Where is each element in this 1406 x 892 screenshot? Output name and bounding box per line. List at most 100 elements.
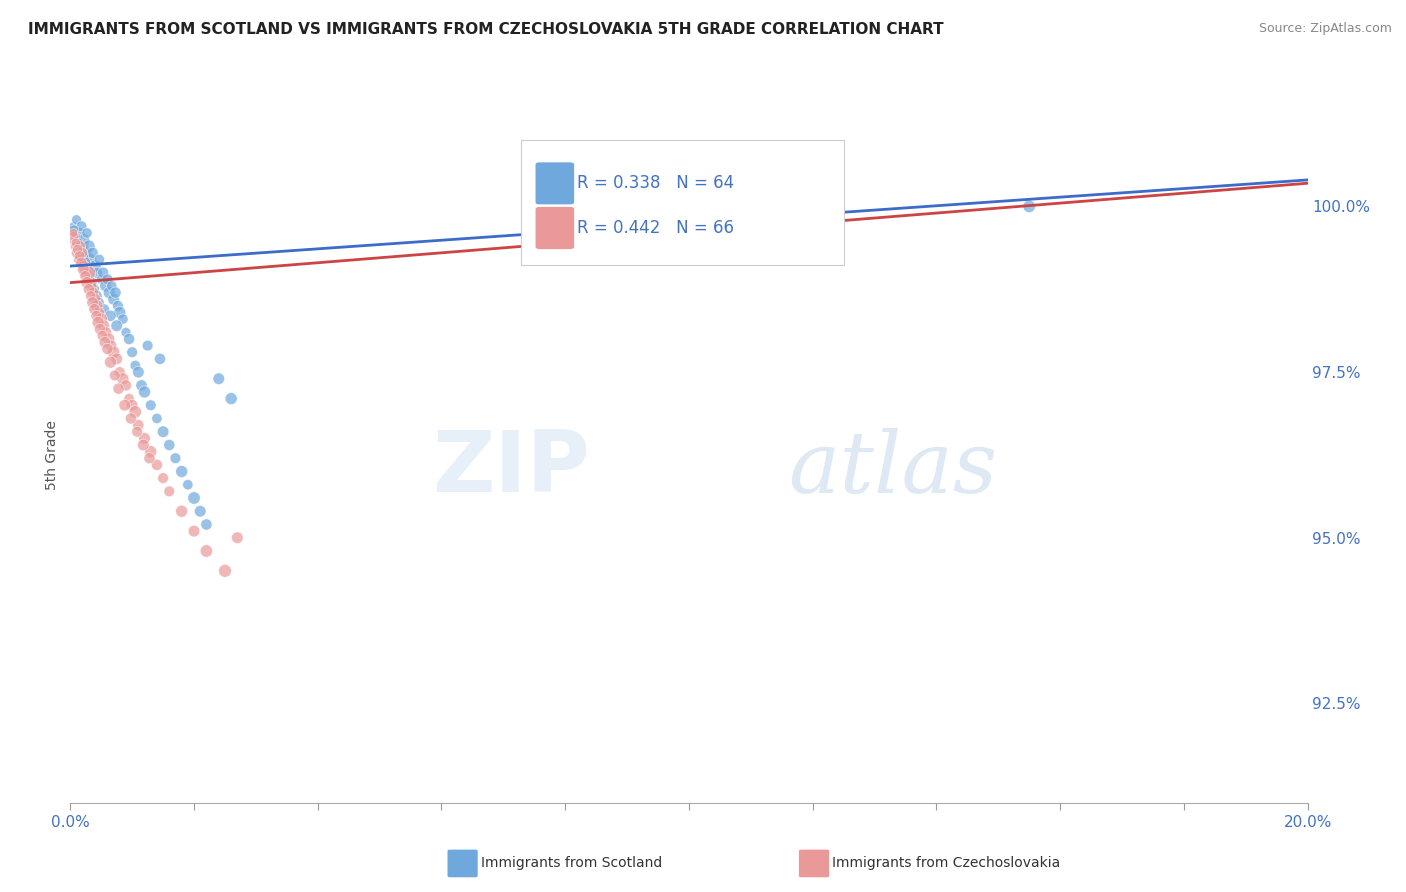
Text: R = 0.442   N = 66: R = 0.442 N = 66 bbox=[578, 219, 734, 237]
Point bbox=[114, 398, 136, 412]
Point bbox=[63, 239, 86, 253]
Point bbox=[149, 351, 172, 366]
Point bbox=[84, 309, 107, 323]
Point bbox=[124, 359, 146, 373]
Point bbox=[208, 372, 231, 386]
Point bbox=[127, 418, 149, 433]
Point bbox=[121, 398, 143, 412]
Point bbox=[62, 233, 84, 247]
Point bbox=[76, 226, 98, 240]
Point bbox=[94, 279, 117, 293]
Point bbox=[103, 292, 125, 306]
Point bbox=[111, 372, 134, 386]
Point bbox=[87, 295, 110, 310]
Point bbox=[65, 226, 87, 240]
Text: Source: ZipAtlas.com: Source: ZipAtlas.com bbox=[1258, 22, 1392, 36]
Point bbox=[90, 272, 112, 286]
Point bbox=[79, 268, 101, 283]
Point bbox=[136, 338, 159, 352]
Point bbox=[219, 392, 242, 406]
Point bbox=[146, 411, 169, 425]
Text: Immigrants from Czechoslovakia: Immigrants from Czechoslovakia bbox=[832, 856, 1060, 871]
Point bbox=[76, 276, 98, 290]
Point bbox=[84, 289, 107, 303]
Point bbox=[96, 272, 118, 286]
Point bbox=[107, 299, 129, 313]
Point bbox=[121, 345, 143, 359]
Point bbox=[73, 233, 96, 247]
Point bbox=[86, 299, 108, 313]
Point bbox=[69, 226, 91, 240]
Point bbox=[67, 252, 90, 267]
Point bbox=[83, 282, 105, 296]
Point bbox=[62, 219, 84, 234]
Point bbox=[76, 262, 98, 277]
Point bbox=[183, 524, 205, 538]
Point bbox=[100, 309, 122, 323]
Point bbox=[107, 382, 129, 396]
Point bbox=[87, 305, 110, 319]
Point bbox=[63, 229, 86, 244]
Point bbox=[132, 438, 155, 452]
Point bbox=[98, 285, 121, 300]
Point bbox=[195, 517, 218, 532]
Text: ZIP: ZIP bbox=[432, 427, 591, 510]
Point bbox=[214, 564, 236, 578]
Point bbox=[195, 544, 218, 558]
Point bbox=[84, 259, 107, 273]
Point bbox=[108, 365, 131, 379]
Point bbox=[63, 222, 86, 236]
Point bbox=[66, 243, 89, 257]
Point bbox=[103, 345, 125, 359]
Point bbox=[134, 384, 156, 399]
Point bbox=[65, 235, 87, 250]
Point bbox=[70, 219, 93, 234]
Point bbox=[118, 392, 141, 406]
Point bbox=[94, 335, 117, 350]
Point bbox=[96, 342, 118, 356]
Point bbox=[139, 444, 162, 458]
Text: IMMIGRANTS FROM SCOTLAND VS IMMIGRANTS FROM CZECHOSLOVAKIA 5TH GRADE CORRELATION: IMMIGRANTS FROM SCOTLAND VS IMMIGRANTS F… bbox=[28, 22, 943, 37]
Point bbox=[157, 438, 180, 452]
Point bbox=[111, 312, 134, 326]
Point bbox=[80, 252, 103, 267]
Point bbox=[73, 259, 96, 273]
Point bbox=[66, 233, 89, 247]
Point bbox=[165, 451, 187, 466]
Point bbox=[89, 322, 111, 336]
Point bbox=[91, 328, 114, 343]
Point bbox=[134, 431, 156, 445]
Point bbox=[105, 318, 128, 333]
Point bbox=[79, 266, 101, 280]
Point bbox=[80, 279, 103, 293]
Point bbox=[108, 305, 131, 319]
Point bbox=[120, 411, 142, 425]
Point bbox=[226, 531, 249, 545]
Point bbox=[89, 252, 111, 267]
Point bbox=[80, 289, 103, 303]
Point bbox=[115, 326, 138, 340]
Point bbox=[69, 243, 91, 257]
Point bbox=[75, 266, 97, 280]
Point bbox=[100, 279, 122, 293]
Point bbox=[84, 292, 107, 306]
Point bbox=[72, 239, 94, 253]
Point bbox=[75, 256, 97, 270]
Point bbox=[97, 332, 120, 346]
Point bbox=[72, 262, 94, 277]
Point bbox=[105, 351, 128, 366]
Point bbox=[96, 326, 118, 340]
Point bbox=[118, 332, 141, 346]
Point bbox=[62, 226, 84, 240]
Point bbox=[93, 318, 115, 333]
Text: atlas: atlas bbox=[787, 427, 997, 510]
Point bbox=[65, 229, 87, 244]
Point bbox=[170, 504, 193, 518]
Point bbox=[152, 471, 174, 485]
Point bbox=[170, 465, 193, 479]
Point bbox=[70, 256, 93, 270]
Point bbox=[100, 338, 122, 352]
Point bbox=[83, 302, 105, 317]
Point bbox=[70, 245, 93, 260]
Point bbox=[65, 212, 87, 227]
